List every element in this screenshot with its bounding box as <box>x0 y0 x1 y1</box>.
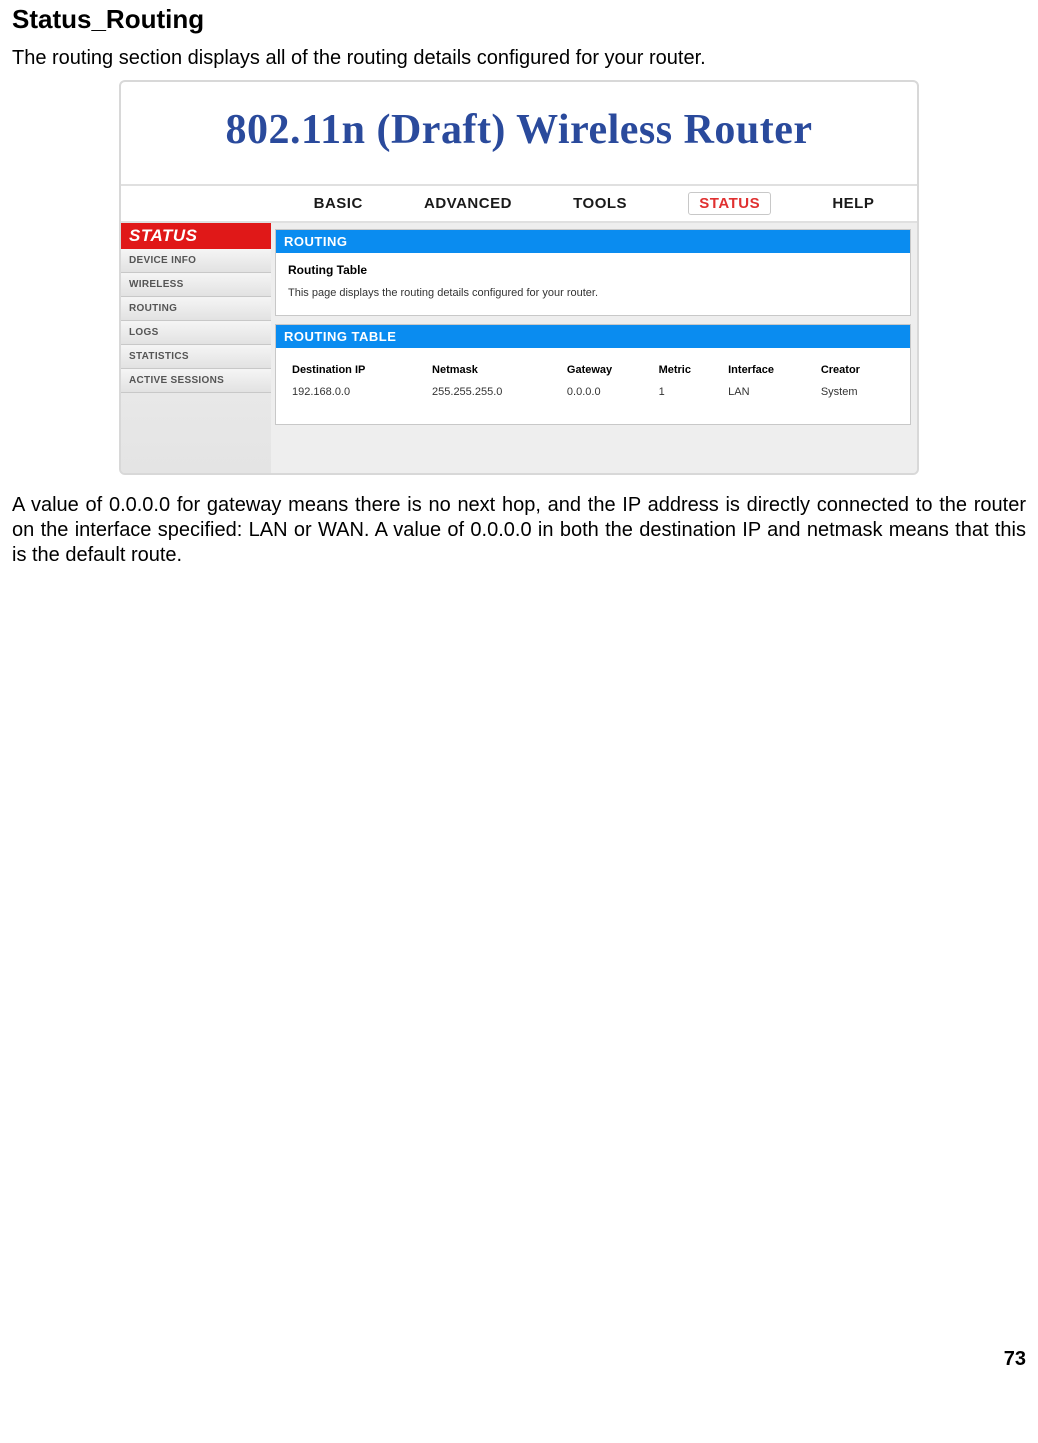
sidebar-item-wireless[interactable]: WIRELESS <box>121 273 271 297</box>
routing-panel-subtitle: Routing Table <box>288 263 898 277</box>
cell-gateway: 0.0.0.0 <box>563 384 655 408</box>
main-content: ROUTING Routing Table This page displays… <box>271 223 917 473</box>
col-gateway: Gateway <box>563 358 655 384</box>
routing-panel-head: ROUTING <box>276 230 910 253</box>
sidebar-item-statistics[interactable]: STATISTICS <box>121 345 271 369</box>
router-screenshot: 802.11n (Draft) Wireless Router BASIC AD… <box>119 80 919 475</box>
sidebar-item-logs[interactable]: LOGS <box>121 321 271 345</box>
col-interface: Interface <box>724 358 817 384</box>
nav-status[interactable]: STATUS <box>688 192 771 215</box>
nav-advanced[interactable]: ADVANCED <box>424 195 512 212</box>
sidebar-item-routing[interactable]: ROUTING <box>121 297 271 321</box>
table-row: 192.168.0.0 255.255.255.0 0.0.0.0 1 LAN … <box>288 384 898 408</box>
nav-tools[interactable]: TOOLS <box>573 195 627 212</box>
cell-metric: 1 <box>655 384 725 408</box>
routing-table-body: Destination IP Netmask Gateway Metric In… <box>276 348 910 424</box>
topnav-items: BASIC ADVANCED TOOLS STATUS HELP <box>271 186 917 221</box>
col-creator: Creator <box>817 358 898 384</box>
intro-text: The routing section displays all of the … <box>12 47 1026 70</box>
page-number: 73 <box>12 1348 1026 1371</box>
nav-help[interactable]: HELP <box>832 195 874 212</box>
page-heading: Status_Routing <box>12 4 1026 35</box>
top-nav: BASIC ADVANCED TOOLS STATUS HELP <box>121 186 917 223</box>
routing-table: Destination IP Netmask Gateway Metric In… <box>288 358 898 408</box>
cell-netmask: 255.255.255.0 <box>428 384 563 408</box>
routing-panel-desc: This page displays the routing details c… <box>288 287 898 299</box>
col-destination-ip: Destination IP <box>288 358 428 384</box>
body-row: STATUS DEVICE INFO WIRELESS ROUTING LOGS… <box>121 223 917 473</box>
col-metric: Metric <box>655 358 725 384</box>
sidebar: STATUS DEVICE INFO WIRELESS ROUTING LOGS… <box>121 223 271 473</box>
routing-panel: ROUTING Routing Table This page displays… <box>275 229 911 316</box>
cell-creator: System <box>817 384 898 408</box>
col-netmask: Netmask <box>428 358 563 384</box>
sidebar-title: STATUS <box>121 223 271 249</box>
table-header-row: Destination IP Netmask Gateway Metric In… <box>288 358 898 384</box>
footer-text: A value of 0.0.0.0 for gateway means the… <box>12 493 1026 568</box>
cell-destination-ip: 192.168.0.0 <box>288 384 428 408</box>
cell-interface: LAN <box>724 384 817 408</box>
routing-table-panel: ROUTING TABLE Destination IP Netmask Gat… <box>275 324 911 425</box>
topnav-spacer <box>121 186 271 221</box>
router-banner: 802.11n (Draft) Wireless Router <box>121 82 917 186</box>
sidebar-item-active-sessions[interactable]: ACTIVE SESSIONS <box>121 369 271 393</box>
routing-table-head: ROUTING TABLE <box>276 325 910 348</box>
sidebar-item-device-info[interactable]: DEVICE INFO <box>121 249 271 273</box>
routing-panel-body: Routing Table This page displays the rou… <box>276 253 910 315</box>
nav-basic[interactable]: BASIC <box>314 195 363 212</box>
